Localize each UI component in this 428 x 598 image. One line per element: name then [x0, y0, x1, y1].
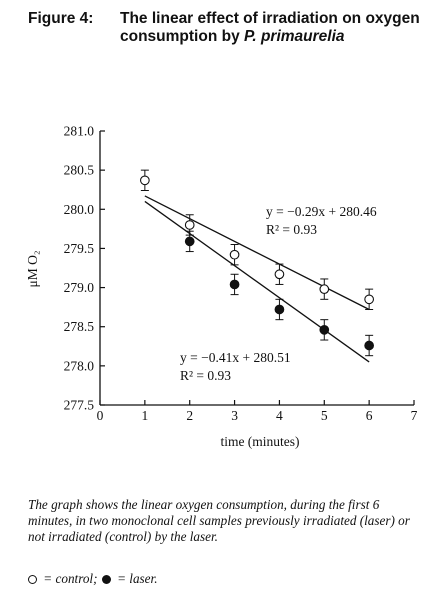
data-points — [140, 175, 374, 351]
oxygen-consumption-chart: 277.5 278.0 278.5 279.0 279.5 280.0 280.5 281.0… — [25, 124, 418, 450]
legend-laser-text: = laser. — [113, 571, 158, 586]
control-data-point — [274, 269, 285, 280]
y-tick-label: 279.5 — [64, 241, 95, 256]
figure-title-plain: The linear effect of irradiation on oxyg… — [120, 10, 420, 45]
error-bars — [140, 169, 374, 357]
laser-data-point — [319, 324, 330, 335]
figure-caption: The graph shows the linear oxygen consum… — [28, 497, 410, 544]
control-data-point — [229, 249, 240, 260]
control-fit-line — [144, 195, 370, 311]
open-circle-icon — [28, 575, 37, 584]
laser-data-point — [364, 340, 374, 351]
x-tick-label: 1 — [141, 408, 148, 423]
legend-control-text: = control; — [40, 571, 98, 586]
y-tick-label: 279.0 — [64, 280, 95, 295]
laser-r2-label: R² = 0.93 — [180, 368, 231, 383]
figure-title-species: P. primaurelia — [244, 28, 345, 45]
y-tick-label: 280.0 — [64, 202, 95, 217]
control-equation-label: y = −0.29x + 280.46 — [266, 204, 377, 219]
x-tick-label: 2 — [186, 408, 193, 423]
filled-circle-icon — [101, 575, 111, 584]
laser-equation-label: y = −0.41x + 280.51 — [180, 350, 291, 365]
y-tick-label: 277.5 — [64, 398, 95, 413]
control-data-point — [364, 294, 374, 305]
y-tick-label: 281.0 — [64, 124, 95, 139]
control-data-point — [319, 284, 330, 294]
regression-lines — [144, 195, 370, 363]
x-tick-label: 0 — [97, 408, 104, 423]
figure-title: The linear effect of irradiation on oxyg… — [120, 10, 420, 46]
figure-heading: Figure 4: The linear effect of irradiati… — [28, 10, 420, 46]
control-data-point — [140, 175, 150, 186]
y-tick-label: 280.5 — [64, 163, 95, 178]
y-tick-label: 278.5 — [64, 319, 95, 334]
y-axis-label: μM O₂ — [25, 250, 40, 287]
control-r2-label: R² = 0.93 — [266, 222, 317, 237]
x-tick-label: 6 — [366, 408, 373, 423]
laser-data-point — [184, 236, 195, 247]
x-tick-label: 5 — [321, 408, 328, 423]
laser-data-point — [229, 279, 240, 290]
chart-axes: 277.5 278.0 278.5 279.0 279.5 280.0 280.5 281.0… — [64, 124, 418, 424]
y-tick-label: 278.0 — [64, 358, 95, 373]
marker-legend: = control; = laser. — [28, 571, 158, 587]
figure-number: Figure 4: — [28, 10, 94, 27]
laser-data-point — [274, 304, 285, 315]
x-tick-label: 3 — [231, 408, 238, 423]
laser-fit-line — [144, 200, 370, 363]
control-data-point — [184, 220, 195, 230]
x-tick-label: 4 — [276, 408, 283, 423]
x-tick-label: 7 — [411, 408, 418, 423]
x-axis-label: time (minutes) — [220, 434, 299, 449]
